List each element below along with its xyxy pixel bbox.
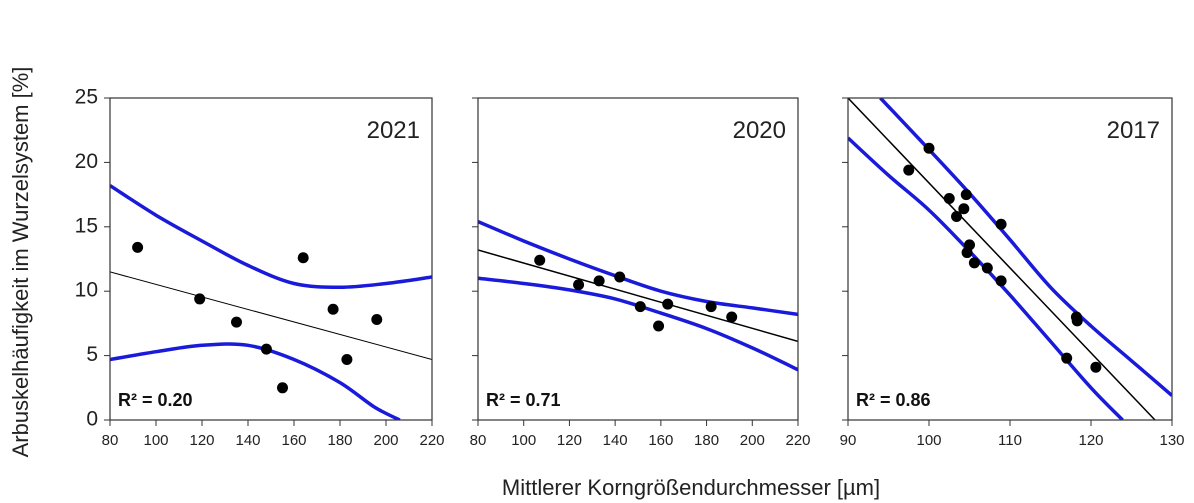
x-tick-label: 180 — [327, 432, 352, 449]
data-point — [995, 275, 1007, 287]
data-point — [327, 303, 339, 315]
data-point — [705, 301, 717, 313]
y-tick-label: 0 — [86, 408, 98, 431]
x-tick-label: 100 — [916, 432, 941, 449]
panel-frame — [847, 97, 1173, 421]
x-tick-label: 160 — [281, 432, 306, 449]
panel-2021: 0 5 10 15 20 25 80 100 120 140 160 180 200 220 2021 R² … — [75, 86, 445, 449]
data-point — [960, 189, 972, 201]
regression-line — [478, 249, 798, 343]
x-tick-label: 180 — [694, 432, 719, 449]
y-tick-label: 15 — [75, 214, 98, 237]
data-point — [573, 279, 585, 291]
year-label: 2020 — [733, 117, 786, 144]
data-point — [662, 298, 674, 310]
panel-2017: 90 100 110 120 130 2017 R² = 0.86 — [840, 97, 1185, 449]
panel-2020: 80 100 120 140 160 180 200 220 2020 R² = 0.71 — [470, 97, 811, 449]
year-label: 2017 — [1107, 117, 1160, 144]
data-point — [1090, 361, 1102, 373]
data-point — [297, 252, 309, 264]
x-tick-label: 120 — [189, 432, 214, 449]
data-point — [923, 142, 935, 154]
regression-line — [848, 98, 1156, 420]
x-tick-label: 160 — [648, 432, 673, 449]
x-tick-label: 90 — [840, 432, 857, 449]
x-tick-label: 140 — [603, 432, 628, 449]
data-point — [260, 343, 272, 355]
x-tick-label: 100 — [143, 432, 168, 449]
r2-label: R² = 0.71 — [486, 390, 561, 410]
data-point — [653, 320, 665, 332]
y-tick-label: 5 — [86, 343, 98, 366]
data-point — [277, 382, 288, 394]
data-point — [194, 293, 206, 305]
panel-frame — [477, 97, 799, 421]
r2-label: R² = 0.86 — [856, 390, 931, 410]
data-point — [726, 311, 738, 323]
data-point — [614, 271, 626, 283]
plot-area — [478, 219, 798, 372]
x-tick-label: 200 — [373, 432, 398, 449]
x-tick-label: 130 — [1159, 432, 1184, 449]
data-point — [132, 241, 144, 253]
data-point — [995, 218, 1007, 230]
data-point — [341, 353, 353, 365]
data-point — [1071, 315, 1083, 327]
data-point — [903, 164, 915, 176]
ci-upper-curve — [110, 184, 432, 290]
x-tick-label: 120 — [557, 432, 582, 449]
ci-lower-curve — [478, 276, 798, 372]
data-point — [968, 257, 980, 269]
x-tick-label: 110 — [998, 432, 1022, 449]
x-tick-label: 220 — [419, 432, 444, 449]
x-tick-label: 100 — [511, 432, 536, 449]
y-tick-label: 25 — [75, 86, 98, 109]
y-axis-label: Arbuskelhäufigkeit im Wurzelsystem [%] — [8, 67, 33, 458]
x-tick-label: 120 — [1078, 432, 1103, 449]
ci-upper-curve — [478, 219, 798, 317]
ci-lower-curve — [848, 136, 1124, 420]
r2-label: R² = 0.20 — [118, 390, 193, 410]
plot-area — [848, 98, 1172, 420]
data-point — [964, 239, 975, 251]
regression-line — [110, 271, 432, 360]
panel-frame — [109, 97, 433, 421]
data-point — [1061, 352, 1073, 364]
data-point — [593, 275, 605, 287]
data-point — [951, 210, 963, 222]
x-tick-label: 140 — [235, 432, 260, 449]
plot-area — [110, 184, 432, 420]
data-point — [634, 301, 646, 313]
data-point — [958, 203, 970, 215]
data-point — [231, 316, 242, 328]
x-tick-label: 80 — [470, 432, 487, 449]
data-point — [534, 254, 546, 266]
x-tick-label: 80 — [102, 432, 119, 449]
y-tick-label: 10 — [75, 279, 98, 302]
y-tick-label: 20 — [75, 150, 98, 173]
data-point — [943, 192, 955, 204]
x-axis-label: Mittlerer Korngrößendurchmesser [µm] — [502, 475, 880, 500]
year-label: 2021 — [367, 117, 420, 144]
x-tick-label: 220 — [785, 432, 810, 449]
data-point — [371, 314, 383, 326]
data-point — [981, 262, 993, 274]
x-tick-label: 200 — [740, 432, 765, 449]
